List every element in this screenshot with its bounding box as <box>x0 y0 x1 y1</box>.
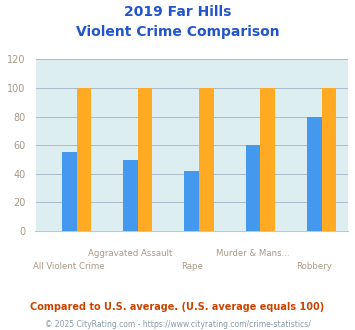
Text: Rape: Rape <box>181 262 203 271</box>
Text: 2019 Far Hills: 2019 Far Hills <box>124 5 231 19</box>
Text: Violent Crime Comparison: Violent Crime Comparison <box>76 25 279 39</box>
Bar <box>199 88 214 231</box>
Bar <box>123 159 138 231</box>
Text: © 2025 CityRating.com - https://www.cityrating.com/crime-statistics/: © 2025 CityRating.com - https://www.city… <box>45 320 310 329</box>
Bar <box>246 145 260 231</box>
Bar <box>138 88 153 231</box>
Bar <box>307 116 322 231</box>
Bar <box>184 171 199 231</box>
Bar <box>322 88 336 231</box>
Text: Aggravated Assault: Aggravated Assault <box>88 249 173 258</box>
Text: All Violent Crime: All Violent Crime <box>33 262 105 271</box>
Text: Robbery: Robbery <box>296 262 332 271</box>
Bar <box>77 88 91 231</box>
Bar <box>260 88 275 231</box>
Bar <box>62 152 77 231</box>
Text: Murder & Mans...: Murder & Mans... <box>216 249 290 258</box>
Text: Compared to U.S. average. (U.S. average equals 100): Compared to U.S. average. (U.S. average … <box>31 302 324 312</box>
